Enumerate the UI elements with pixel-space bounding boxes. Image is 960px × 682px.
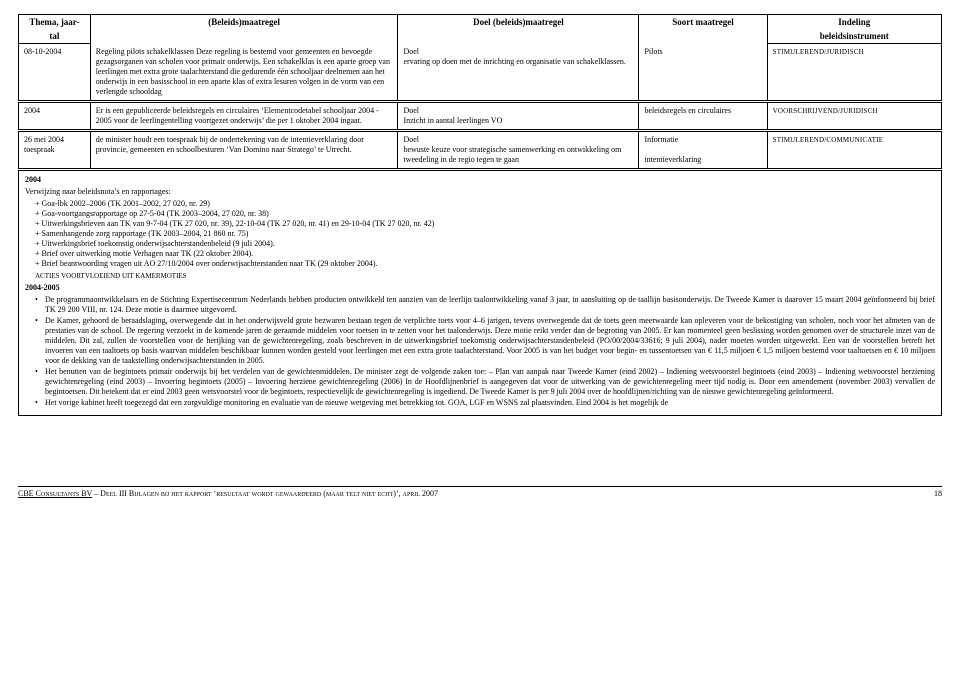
table-row: 26 mei 2004 toespraak de minister houdt … xyxy=(19,130,942,169)
notes-lead: Verwijzing naar beleidsnota’s en rapport… xyxy=(25,187,935,197)
cell-instrument: VOORSCHRIJVEND/JURIDISCH xyxy=(767,101,941,130)
footer-page: 18 xyxy=(934,489,942,498)
footer-left: CBE Consultants BV – Deel III Bijlagen b… xyxy=(18,489,438,498)
notes-period: 2004-2005 xyxy=(25,283,60,292)
page: Thema, jaar- (Beleids)maatregel Doel (be… xyxy=(0,0,960,506)
col-measure: (Beleids)maatregel xyxy=(90,15,398,44)
cell-measure: Regeling pilots schakelklassen Deze rege… xyxy=(90,44,398,102)
footer-rest: – Deel III Bijlagen bij het rapport ‘res… xyxy=(92,489,438,498)
acties-label: ACTIES VOORTVLOEIEND UIT KAMERMOTIES xyxy=(35,272,187,280)
goal-label: Doel xyxy=(403,47,419,56)
list-item: De programmaontwikkelaars en de Stichtin… xyxy=(35,295,935,315)
list-item: Goa-lbk 2002–2006 (TK 2001–2002, 27 020,… xyxy=(35,199,935,209)
list-item: Samenhangende zorg rapportage (TK 2003–2… xyxy=(35,229,935,239)
col-goal: Doel (beleids)maatregel xyxy=(398,15,639,44)
cell-measure: de minister houdt een toespraak bij de o… xyxy=(90,130,398,169)
goal-text: bewuste keuze voor strategische samenwer… xyxy=(403,145,621,164)
header-row-1: Thema, jaar- (Beleids)maatregel Doel (be… xyxy=(19,15,942,30)
cell-date: 26 mei 2004 toespraak xyxy=(19,130,91,169)
cell-type: Informatie intentieverklaring xyxy=(639,130,767,169)
bullet-list: De programmaontwikkelaars en de Stichtin… xyxy=(25,295,935,408)
goal-label: Doel xyxy=(403,106,419,115)
list-item: Uitwerkingsbrieven aan TK van 9-7-04 (TK… xyxy=(35,219,935,229)
col-instrument-sub: beleidsinstrument xyxy=(767,29,941,44)
cell-type: Pilots xyxy=(639,44,767,102)
list-item: Brief beantwoording vragen uit AO 27/10/… xyxy=(35,259,935,269)
cell-date: 2004 xyxy=(19,101,91,130)
notes-year: 2004 xyxy=(25,175,41,184)
policy-table: Thema, jaar- (Beleids)maatregel Doel (be… xyxy=(18,14,942,171)
list-item: Goa-voortgangsrapportage op 27-5-04 (TK … xyxy=(35,209,935,219)
cell-goal: Doel bewuste keuze voor strategische sam… xyxy=(398,130,639,169)
table-row: 2004 Er is een gepubliceerde beleidsrege… xyxy=(19,101,942,130)
cell-date: 08-10-2004 xyxy=(19,44,91,102)
cell-goal: Doel ervaring op doen met de inrichting … xyxy=(398,44,639,102)
list-item: Uitwerkingsbrief toekomstig onderwijsach… xyxy=(35,239,935,249)
page-footer: CBE Consultants BV – Deel III Bijlagen b… xyxy=(18,486,942,498)
list-item: De Kamer, gehoord de beraadslaging, over… xyxy=(35,316,935,366)
goal-text: Inzicht in aantal leerlingen VO xyxy=(403,116,502,125)
col-instrument: Indeling xyxy=(767,15,941,30)
cell-measure: Er is een gepubliceerde beleidsregels en… xyxy=(90,101,398,130)
list-item: Het benutten van de begintoets primair o… xyxy=(35,367,935,397)
cell-type: beleidsregels en circulaires xyxy=(639,101,767,130)
list-item: Het vorige kabinet heeft toegezegd dat e… xyxy=(35,398,935,408)
col-theme-sub: tal xyxy=(19,29,91,44)
footer-firm: CBE Consultants BV xyxy=(18,489,92,498)
cell-instrument: STIMULEREND/JURIDISCH xyxy=(767,44,941,102)
cell-instrument: STIMULEREND/COMMUNICATIE xyxy=(767,130,941,169)
references-list: Goa-lbk 2002–2006 (TK 2001–2002, 27 020,… xyxy=(25,199,935,269)
notes-block: 2004 Verwijzing naar beleidsnota’s en ra… xyxy=(18,171,942,416)
list-item: Brief over uitwerking motie Verhagen naa… xyxy=(35,249,935,259)
col-theme: Thema, jaar- xyxy=(19,15,91,30)
col-type: Soort maatregel xyxy=(639,15,767,44)
goal-label: Doel xyxy=(403,135,419,144)
table-row: 08-10-2004 Regeling pilots schakelklasse… xyxy=(19,44,942,102)
goal-text: ervaring op doen met de inrichting en or… xyxy=(403,57,625,66)
cell-goal: Doel Inzicht in aantal leerlingen VO xyxy=(398,101,639,130)
